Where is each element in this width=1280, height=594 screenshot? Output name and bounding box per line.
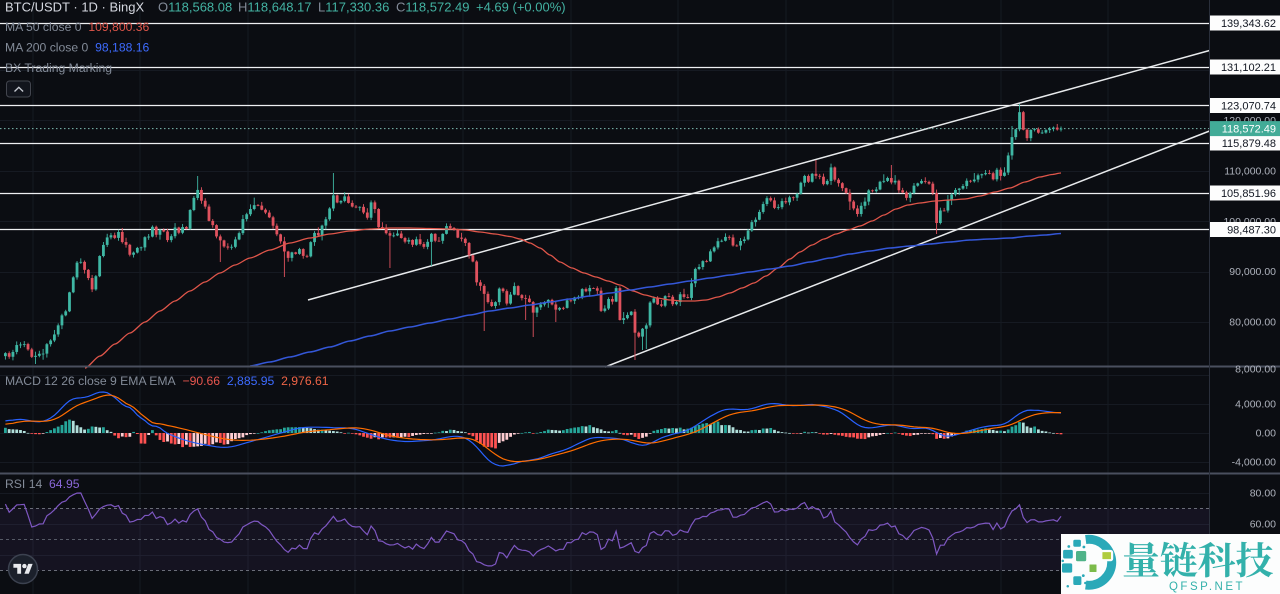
svg-text:O118,568.08: O118,568.08: [158, 0, 232, 15]
svg-text:-4,000.00: -4,000.00: [1232, 457, 1277, 469]
svg-text:110,000.00: 110,000.00: [1224, 165, 1276, 177]
svg-text:BX Trading Marking: BX Trading Marking: [5, 61, 112, 75]
svg-text:BTC/USDT · 1D · BingX: BTC/USDT · 1D · BingX: [5, 0, 145, 15]
svg-text:4,000.00: 4,000.00: [1235, 399, 1276, 411]
svg-text:H118,648.17: H118,648.17: [238, 0, 312, 15]
svg-text:L117,330.36: L117,330.36: [318, 0, 389, 15]
svg-text:139,343.62: 139,343.62: [1221, 18, 1276, 30]
svg-text:QFSP.NET: QFSP.NET: [1169, 581, 1245, 593]
svg-text:0.00: 0.00: [1256, 428, 1277, 440]
svg-text:+4.69 (+0.00%): +4.69 (+0.00%): [476, 0, 566, 15]
svg-text:98,487.30: 98,487.30: [1227, 224, 1276, 236]
svg-text:118,572.49: 118,572.49: [1222, 123, 1276, 135]
svg-text:105,851.96: 105,851.96: [1221, 188, 1276, 200]
svg-text:RSI 14 64.95: RSI 14 64.95: [5, 477, 80, 491]
svg-text:90,000.00: 90,000.00: [1229, 266, 1276, 278]
svg-text:115,879.48: 115,879.48: [1222, 138, 1276, 150]
svg-text:C118,572.49: C118,572.49: [396, 0, 470, 15]
svg-text:MA 50 close 0 109,800.36: MA 50 close 0 109,800.36: [5, 20, 150, 34]
svg-text:60.00: 60.00: [1250, 519, 1276, 531]
svg-text:80,000.00: 80,000.00: [1229, 317, 1276, 329]
svg-text:8,000.00: 8,000.00: [1235, 364, 1276, 376]
svg-text:123,070.74: 123,070.74: [1221, 100, 1276, 112]
svg-text:MA 200 close 0 98,188.16: MA 200 close 0 98,188.16: [5, 41, 150, 55]
svg-text:MACD 12 26 close 9 EMA EMA −9: MACD 12 26 close 9 EMA EMA −90.66 2,885.…: [5, 374, 329, 388]
svg-text:80.00: 80.00: [1250, 488, 1276, 500]
svg-text:131,102.21: 131,102.21: [1221, 62, 1276, 74]
